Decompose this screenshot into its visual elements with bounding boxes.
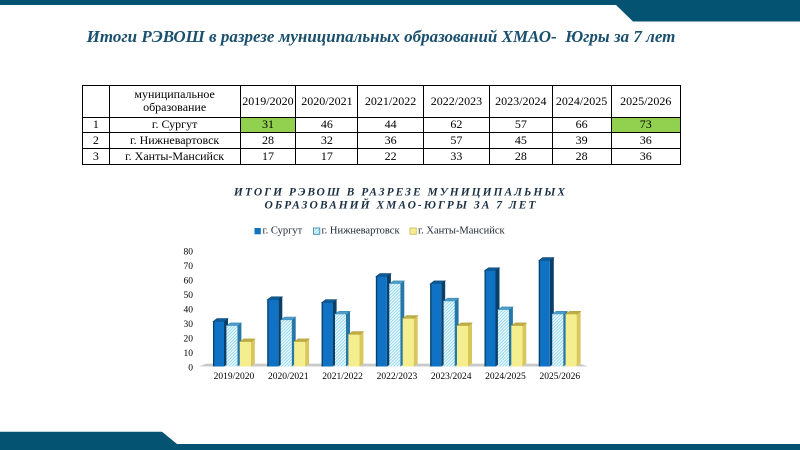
svg-text:ИТОГИ РЭВОШ В РАЗРЕЗЕ МУНИЦИПА: ИТОГИ РЭВОШ В РАЗРЕЗЕ МУНИЦИПАЛЬНЫХ bbox=[233, 187, 567, 199]
svg-text:г. Ханты-Мансийск: г. Ханты-Мансийск bbox=[418, 226, 506, 237]
svg-text:2024/2025: 2024/2025 bbox=[485, 372, 526, 382]
svg-text:г. Нижневартовск: г. Нижневартовск bbox=[322, 226, 401, 237]
svg-text:2021/2022: 2021/2022 bbox=[322, 372, 363, 382]
svg-text:2025/2026: 2025/2026 bbox=[539, 372, 580, 382]
svg-text:10: 10 bbox=[184, 349, 194, 359]
svg-text:2023/2024: 2023/2024 bbox=[431, 372, 472, 382]
svg-text:20: 20 bbox=[184, 334, 194, 344]
svg-text:80: 80 bbox=[184, 247, 194, 257]
svg-text:2019/2020: 2019/2020 bbox=[214, 372, 255, 382]
svg-text:2020/2021: 2020/2021 bbox=[268, 372, 309, 382]
svg-text:ОБРАЗОВАНИЙ ХМАО-ЮГРЫ ЗА 7 ЛЕТ: ОБРАЗОВАНИЙ ХМАО-ЮГРЫ ЗА 7 ЛЕТ bbox=[265, 197, 538, 212]
svg-text:30: 30 bbox=[184, 320, 194, 330]
svg-text:40: 40 bbox=[184, 305, 194, 315]
svg-text:70: 70 bbox=[184, 262, 194, 272]
svg-text:2022/2023: 2022/2023 bbox=[377, 372, 418, 382]
svg-text:60: 60 bbox=[184, 276, 194, 286]
svg-text:г. Сургут: г. Сургут bbox=[263, 226, 303, 237]
svg-text:0: 0 bbox=[188, 363, 193, 373]
svg-text:50: 50 bbox=[184, 291, 194, 301]
